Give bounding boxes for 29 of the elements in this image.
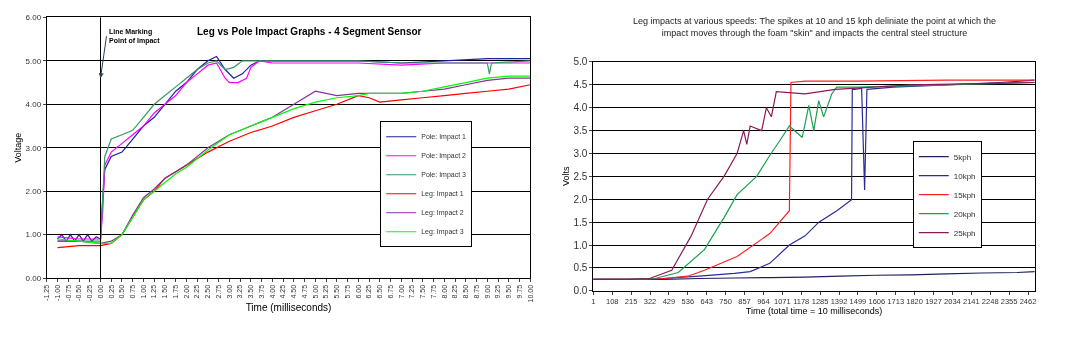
legend-label: 5kph [953,152,972,162]
y-tick-label: 3.00 [25,143,42,153]
y-axis-title: Volts [560,166,571,187]
y-tick-label: 4.00 [25,100,42,110]
y-tick-label: 4.5 [573,79,588,91]
y-tick-label: 5.00 [25,56,42,66]
legend-label: 15kph [953,190,976,200]
y-tick-label: 6.00 [25,13,42,23]
y-tick-label: 0.5 [573,262,588,274]
y-tick-label: 5.0 [573,56,588,68]
y-axis-title: Voltage [12,132,23,163]
y-tick-label: 2.0 [573,193,588,205]
y-tick-label: 2.5 [573,170,588,182]
y-tick-label: 3.0 [573,147,588,159]
legend-label: 10kph [953,171,976,181]
legend-label: 20kph [953,209,976,219]
y-tick-label: 0.00 [25,273,42,283]
y-tick-label: 1.00 [25,230,42,240]
y-tick-label: 0.0 [573,285,588,297]
y-tick-label: 1.0 [573,239,588,251]
legend-label: 25kph [953,228,976,238]
y-tick-label: 4.0 [573,102,588,114]
chart-title: Leg impacts at various speeds: The spikes at 10 and 15 kph deliniate the point at which the impact moves through the foam "skin" and impacts the central steel structure [633,16,997,38]
y-tick-label: 1.5 [573,216,588,228]
x-axis-title: Time (total time = 10 milliseconds) [745,305,883,316]
x-axis-title: Time (milliseconds) [245,301,332,313]
text: Leg vs Pole Impact Graphs - 4 Segment Sensor [197,26,422,37]
y-tick-label: 3.5 [573,125,588,137]
y-tick-label: 2.00 [25,187,42,196]
